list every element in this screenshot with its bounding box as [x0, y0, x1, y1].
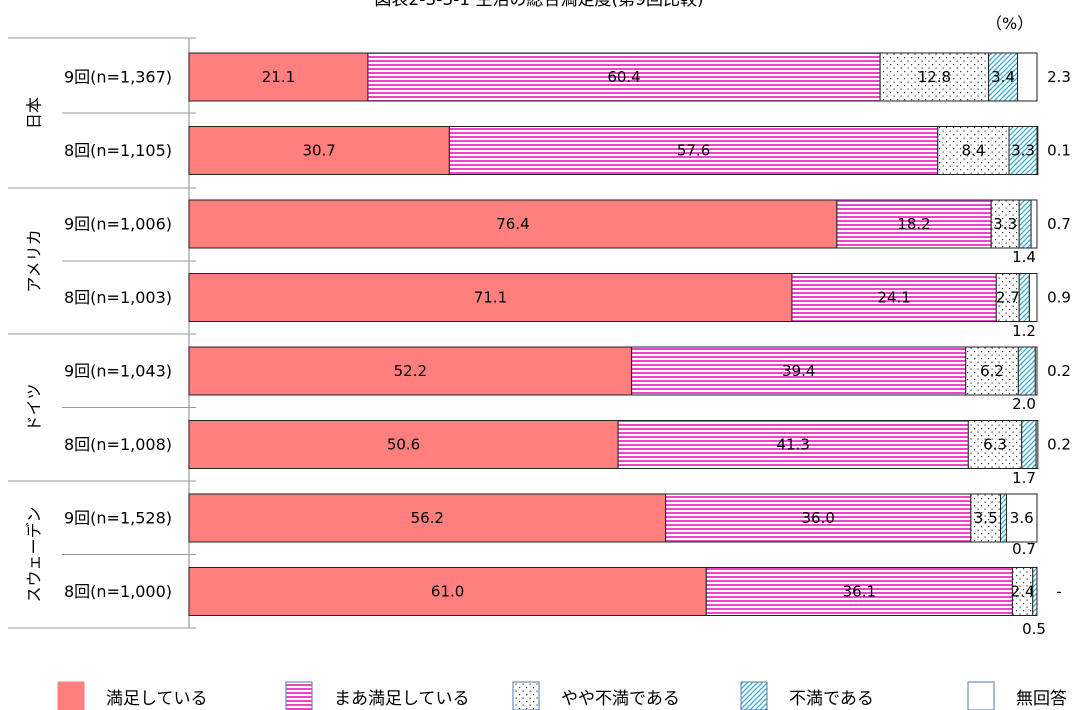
- bar-segment-horizontal-stripes: [617, 420, 969, 469]
- bar-segment-empty: [1030, 199, 1038, 249]
- data-label: 0.7: [1047, 215, 1071, 233]
- bar-segment-horizontal-stripes: [836, 199, 992, 249]
- bar-segment-empty: [1035, 420, 1039, 469]
- bar-segment-diagonal-hatch: [1018, 273, 1030, 322]
- data-label: 50.6: [387, 436, 420, 454]
- data-label: 57.6: [677, 142, 710, 160]
- data-label: 3.3: [993, 215, 1017, 233]
- chart-title: 図表2-3-3-1 生活の総合満足度(第9回比較): [374, 0, 704, 10]
- data-label: 3.4: [991, 68, 1015, 86]
- data-label: 2.0: [1012, 395, 1036, 413]
- bar-segment-horizontal-stripes: [631, 346, 967, 396]
- bar-segment-empty: [1034, 346, 1038, 396]
- data-label: 3.3: [1011, 142, 1035, 160]
- data-label: 60.4: [607, 68, 640, 86]
- legend-swatch: [285, 681, 313, 710]
- data-label: 61.0: [431, 583, 464, 601]
- bar-segment-solid: [188, 567, 707, 616]
- legend-swatch: [57, 681, 85, 710]
- data-label: 2.3: [1047, 68, 1071, 86]
- data-label: 56.2: [411, 509, 444, 527]
- bar-segment-empty: [1028, 273, 1038, 322]
- bar-segment-empty: [1005, 493, 1038, 543]
- data-label: 6.2: [980, 362, 1004, 380]
- data-label: 0.5: [1022, 620, 1046, 638]
- data-label: 39.4: [782, 362, 815, 380]
- data-label: 0.7: [1012, 540, 1036, 558]
- bar-segment-horizontal-stripes: [665, 493, 972, 543]
- bar-segment-dots: [990, 199, 1020, 249]
- bar-segment-solid: [188, 493, 667, 543]
- row-label: 8回(n=1,105): [64, 141, 172, 160]
- data-label: 3.5: [974, 509, 998, 527]
- bar-segment-empty: [1036, 126, 1039, 175]
- row-label: 9回(n=1,528): [64, 509, 172, 528]
- data-label: 8.4: [961, 142, 985, 160]
- data-label: 0.2: [1047, 362, 1071, 380]
- bar-segment-empty: [1016, 52, 1038, 102]
- row-label: 9回(n=1,043): [64, 362, 172, 381]
- legend-label: まあ満足している: [334, 689, 470, 709]
- data-label: 36.1: [843, 583, 876, 601]
- data-label: 1.7: [1012, 469, 1036, 487]
- legend-swatch: [512, 681, 540, 710]
- legend-label: 無回答: [1016, 689, 1067, 709]
- row-label: 8回(n=1,003): [64, 288, 172, 307]
- bar-segment-horizontal-stripes: [367, 52, 881, 102]
- bar-segment-diagonal-hatch: [1021, 420, 1037, 469]
- data-label: 3.6: [1010, 509, 1034, 527]
- bar-segment-diagonal-hatch: [1032, 567, 1038, 616]
- country-label: スウェーデン: [25, 506, 44, 602]
- bar-segment-solid: [188, 199, 838, 249]
- data-label: 71.1: [474, 289, 507, 307]
- bar-segment-solid: [188, 273, 793, 322]
- data-label: 2.7: [996, 289, 1020, 307]
- bar-segment-diagonal-hatch: [1018, 199, 1032, 249]
- legend-swatch: [967, 681, 995, 710]
- data-label: 52.2: [394, 362, 427, 380]
- bar-segment-solid: [188, 346, 633, 396]
- country-label: アメリカ: [25, 229, 44, 292]
- data-label: 0.1: [1047, 142, 1071, 160]
- data-label: 2.4: [1011, 583, 1035, 601]
- data-label: 30.7: [302, 142, 335, 160]
- bar-segment-diagonal-hatch: [988, 52, 1018, 102]
- bar-segment-solid: [188, 420, 619, 469]
- data-label: 1.4: [1012, 248, 1036, 266]
- row-label: 8回(n=1,008): [64, 435, 172, 454]
- bar-segment-diagonal-hatch: [1017, 346, 1036, 396]
- data-label: 12.8: [918, 68, 951, 86]
- data-label: 0.9: [1047, 289, 1071, 307]
- bar-segment-solid: [188, 126, 450, 175]
- bar-segment-diagonal-hatch: [1000, 493, 1007, 543]
- data-label: -: [1056, 583, 1061, 601]
- country-label: ドイツ: [25, 383, 44, 431]
- legend-swatch: [740, 681, 768, 710]
- row-label: 9回(n=1,006): [64, 215, 172, 234]
- bar-segment-dots: [879, 52, 990, 102]
- data-label: 76.4: [496, 215, 529, 233]
- data-label: 24.1: [877, 289, 910, 307]
- legend-label: 満足している: [106, 689, 208, 709]
- data-label: 36.0: [802, 509, 835, 527]
- unit-label: （%）: [986, 14, 1034, 33]
- data-label: 21.1: [262, 68, 295, 86]
- data-label: 0.2: [1047, 436, 1071, 454]
- data-label: 6.3: [983, 436, 1007, 454]
- bar-segment-dots: [937, 126, 1010, 175]
- bar-segment-horizontal-stripes: [791, 273, 997, 322]
- row-label: 8回(n=1,000): [64, 582, 172, 601]
- country-label: 日本: [25, 97, 44, 129]
- bar-segment-solid: [188, 52, 369, 102]
- legend-label: 不満である: [789, 689, 874, 709]
- row-label: 9回(n=1,367): [64, 68, 172, 87]
- data-label: 18.2: [897, 215, 930, 233]
- legend-label: やや不満である: [561, 689, 680, 709]
- bar-segment-dots: [967, 420, 1023, 469]
- bar-segment-horizontal-stripes: [448, 126, 939, 175]
- data-label: 41.3: [776, 436, 809, 454]
- data-label: 1.2: [1012, 322, 1036, 340]
